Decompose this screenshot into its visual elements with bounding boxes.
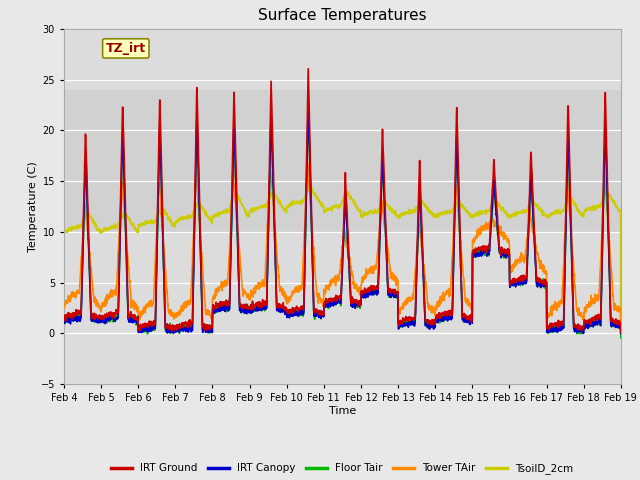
X-axis label: Time: Time	[329, 406, 356, 416]
Text: TZ_irt: TZ_irt	[106, 42, 146, 55]
Bar	[64, 90, 621, 232]
Title: Surface Temperatures: Surface Temperatures	[258, 9, 427, 24]
Legend: IRT Ground, IRT Canopy, Floor Tair, Tower TAir, TsoilD_2cm: IRT Ground, IRT Canopy, Floor Tair, Towe…	[107, 459, 578, 478]
Y-axis label: Temperature (C): Temperature (C)	[28, 161, 38, 252]
